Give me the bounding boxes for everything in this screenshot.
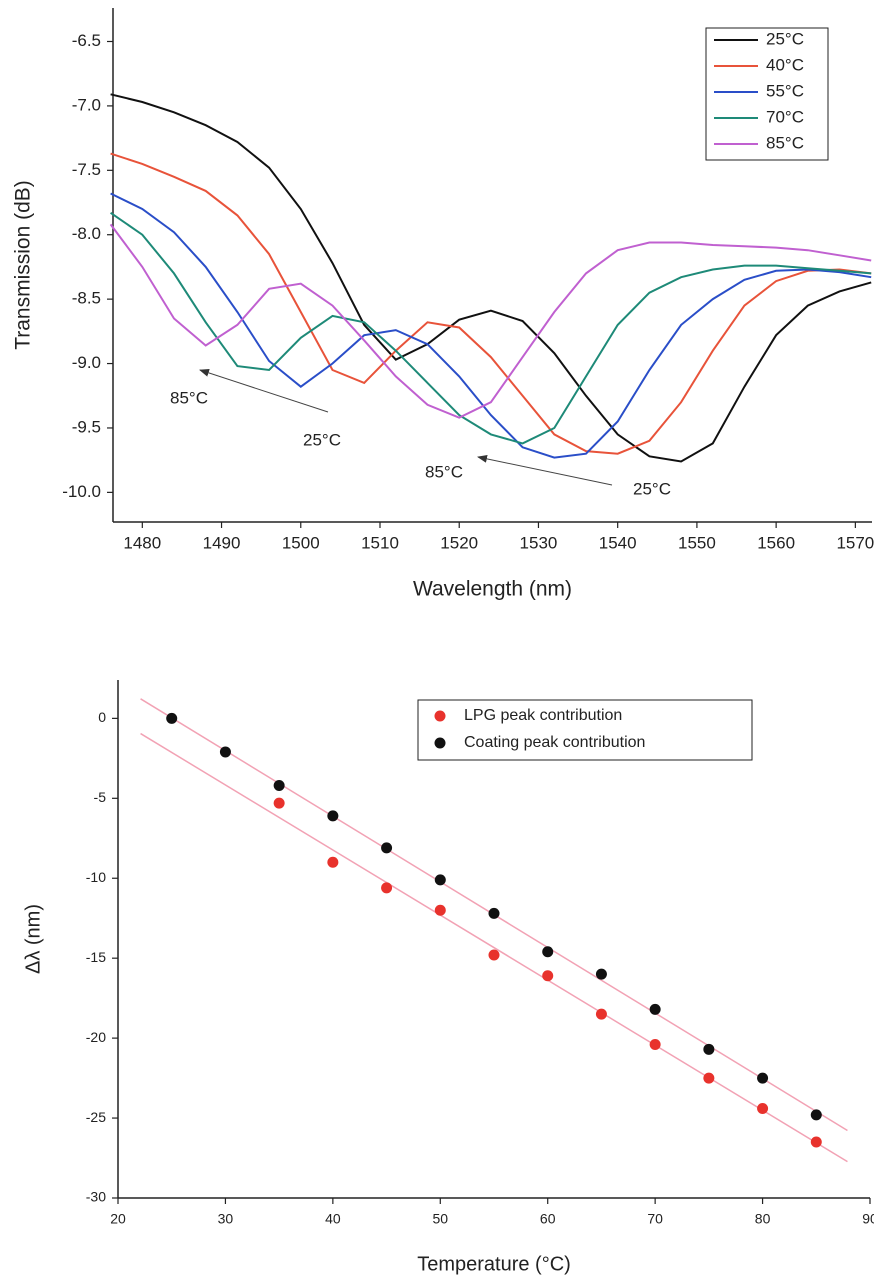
- series-line: [110, 93, 872, 463]
- legend-swatch: [434, 710, 446, 722]
- data-point: [381, 882, 393, 894]
- data-point: [219, 746, 231, 758]
- series-line: [110, 152, 872, 455]
- data-point: [542, 946, 554, 958]
- data-point: [327, 856, 339, 868]
- legend-label: 40°C: [766, 55, 804, 74]
- data-point: [595, 968, 607, 980]
- x-tick-label: 1540: [599, 533, 637, 552]
- legend-label: 70°C: [766, 107, 804, 126]
- annotation-arrow: [477, 454, 613, 486]
- legend-label: 85°C: [766, 133, 804, 152]
- y-tick-label: -6.5: [72, 31, 101, 50]
- x-tick-label: 1550: [678, 533, 716, 552]
- x-tick-label: 1500: [282, 533, 320, 552]
- x-tick-label: 40: [325, 1211, 341, 1227]
- data-point: [649, 1039, 661, 1051]
- y-tick-label: -8.0: [72, 224, 101, 243]
- series-line: [110, 192, 872, 459]
- legend-label: 25°C: [766, 29, 804, 48]
- legend-swatch: [434, 737, 446, 749]
- data-point: [273, 780, 285, 792]
- x-tick-label: 60: [540, 1211, 556, 1227]
- data-point: [273, 797, 285, 809]
- x-axis-label: Wavelength (nm): [413, 578, 572, 601]
- x-axis-label: Temperature (°C): [417, 1253, 571, 1275]
- y-tick-label: -5: [94, 789, 107, 805]
- data-point: [703, 1043, 715, 1055]
- y-tick-label: 0: [98, 709, 106, 725]
- data-point: [381, 842, 393, 854]
- y-tick-label: -8.5: [72, 289, 101, 308]
- y-tick-label: -9.0: [72, 353, 101, 372]
- data-point: [434, 874, 446, 886]
- y-tick-label: -10.0: [62, 482, 101, 501]
- data-point: [810, 1109, 822, 1121]
- legend-box: [705, 27, 829, 161]
- x-tick-label: 50: [432, 1211, 448, 1227]
- x-tick-label: 1520: [440, 533, 478, 552]
- data-point: [542, 970, 554, 982]
- legend-box: [417, 699, 753, 761]
- x-tick-label: 30: [218, 1211, 234, 1227]
- y-tick-label: -15: [86, 949, 106, 965]
- data-point: [810, 1136, 822, 1148]
- annotation-arrow: [199, 369, 329, 413]
- y-tick-label: -25: [86, 1109, 106, 1125]
- x-tick-label: 80: [755, 1211, 771, 1227]
- y-tick-label: -20: [86, 1029, 106, 1045]
- y-axis-label: Δλ (nm): [22, 904, 44, 974]
- y-tick-label: -9.5: [72, 417, 101, 436]
- trend-line: [140, 732, 848, 1163]
- y-tick-label: -30: [86, 1189, 106, 1205]
- annotation: 85°C: [425, 462, 463, 481]
- data-point: [434, 904, 446, 916]
- data-point: [488, 949, 500, 961]
- data-point: [166, 712, 178, 724]
- legend-label: Coating peak contribution: [464, 734, 645, 751]
- x-tick-label: 1570: [836, 533, 874, 552]
- data-point: [488, 907, 500, 919]
- x-tick-label: 90: [862, 1211, 874, 1227]
- annotation: 25°C: [633, 479, 671, 498]
- data-point: [327, 810, 339, 822]
- x-tick-label: 1530: [520, 533, 558, 552]
- x-tick-label: 70: [647, 1211, 663, 1227]
- data-point: [595, 1008, 607, 1020]
- annotation: 85°C: [170, 388, 208, 407]
- y-axis-label: Transmission (dB): [12, 180, 35, 350]
- legend-label: LPG peak contribution: [464, 707, 622, 724]
- x-tick-label: 1560: [757, 533, 795, 552]
- annotation: 25°C: [303, 430, 341, 449]
- x-tick-label: 20: [110, 1211, 126, 1227]
- data-point: [703, 1072, 715, 1084]
- series-line: [110, 211, 872, 445]
- x-tick-label: 1480: [123, 533, 161, 552]
- y-tick-label: -10: [86, 869, 106, 885]
- series-line: [109, 223, 872, 419]
- legend-label: 55°C: [766, 81, 804, 100]
- data-point: [757, 1102, 769, 1114]
- x-tick-label: 1490: [203, 533, 241, 552]
- y-tick-label: -7.5: [72, 160, 101, 179]
- y-tick-label: -7.0: [72, 95, 101, 114]
- data-point: [649, 1003, 661, 1015]
- x-tick-label: 1510: [361, 533, 399, 552]
- data-point: [757, 1072, 769, 1084]
